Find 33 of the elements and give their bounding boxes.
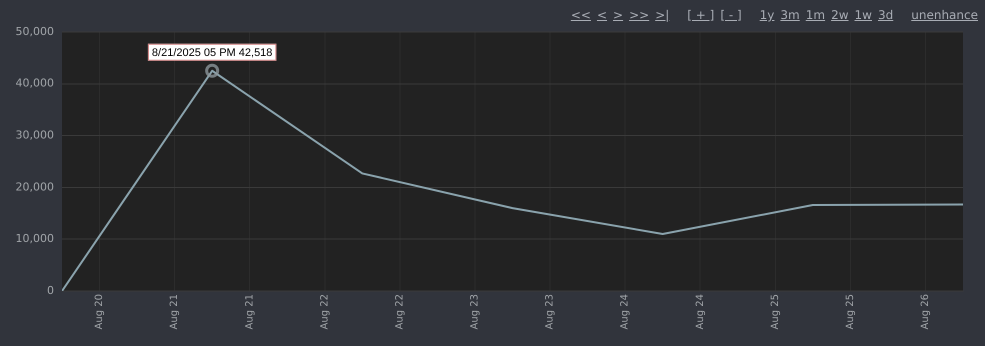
x-tick-label: Aug 22 xyxy=(319,294,330,330)
y-tick-label: 30,000 xyxy=(16,128,54,142)
text: 3d xyxy=(878,8,894,22)
y-tick-label: 20,000 xyxy=(16,180,54,194)
y-tick-label: 10,000 xyxy=(16,232,54,246)
x-tick-label: Aug 25 xyxy=(770,294,781,330)
text: << xyxy=(570,8,591,22)
text: < xyxy=(596,8,608,22)
x-tick-label: Aug 20 xyxy=(94,294,106,330)
x-tick-label: Aug 22 xyxy=(394,294,406,330)
x-tick-label: Aug 25 xyxy=(844,294,856,330)
y-tick-label: 0 xyxy=(47,284,54,297)
y-tick-label: 40,000 xyxy=(16,76,54,90)
x-tick-label: Aug 23 xyxy=(470,294,481,330)
text: >> xyxy=(629,8,650,22)
text: 1y xyxy=(760,8,774,22)
text: 3m xyxy=(780,8,800,22)
text: [ + ] xyxy=(687,8,714,22)
text: 1m xyxy=(806,8,826,22)
x-tick-label: Aug 24 xyxy=(694,294,706,330)
x-tick-label: Aug 21 xyxy=(169,294,180,330)
x-tick-label: Aug 21 xyxy=(244,294,256,330)
text: > xyxy=(613,8,624,22)
x-tick-label: Aug 23 xyxy=(544,294,556,330)
text: >| xyxy=(655,8,670,22)
text: 2w xyxy=(831,8,849,22)
text: unenhance xyxy=(911,8,978,22)
x-tick-label: Aug 26 xyxy=(920,294,932,330)
x-tick-label: Aug 24 xyxy=(620,294,631,330)
text: 1w xyxy=(854,8,872,22)
annotation: 8/21/2025 05 PM 42,518 xyxy=(152,46,272,59)
text: [ - ] xyxy=(720,8,742,22)
y-tick-label: 50,000 xyxy=(16,24,54,38)
